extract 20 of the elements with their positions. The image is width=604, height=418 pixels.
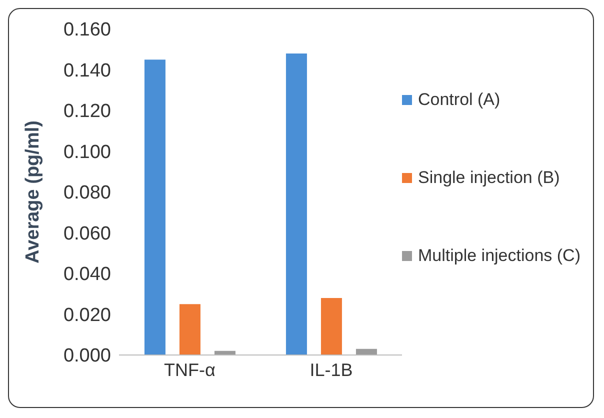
y-tick-label: 0.040 [63,264,111,286]
bar [356,348,377,355]
y-tick-label: 0.100 [63,142,111,163]
y-tick-label: 0.120 [63,101,111,122]
y-tick-label: 0.060 [63,223,111,244]
y-tick-label: 0.160 [63,20,111,41]
y-axis-title: Average (pg/ml) [22,120,44,264]
y-tick-label: 0.000 [63,346,111,367]
bar [179,304,200,355]
y-tick-label: 0.140 [63,60,111,82]
legend-label: Single injection (B) [418,168,560,188]
x-tick-label: IL-1B [310,360,353,380]
bar [144,60,166,355]
legend-label: Multiple injections (C) [418,246,580,266]
bar [320,298,342,355]
legend-label: Control (A) [418,90,500,110]
x-tick-label: TNF-α [164,360,216,380]
y-tick-label: 0.020 [63,304,111,326]
y-tick-label: 0.080 [63,182,111,204]
bar [286,53,307,355]
